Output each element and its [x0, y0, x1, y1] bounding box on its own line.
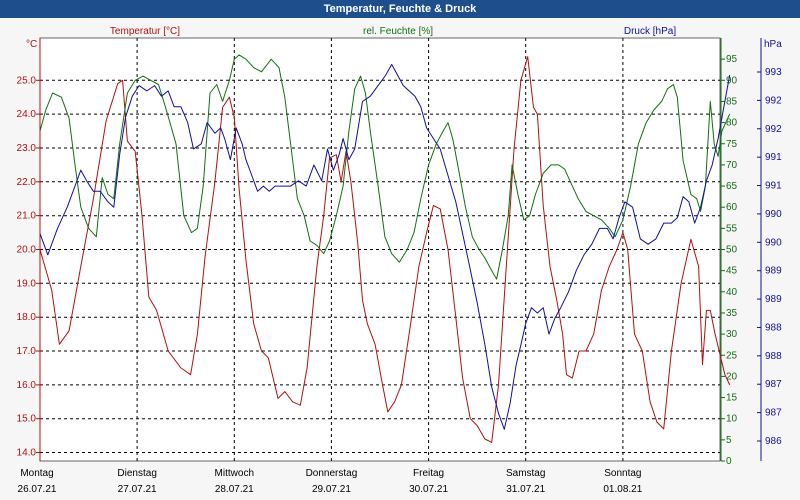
pressure-tick-label: 987	[765, 408, 782, 419]
humidity-tick-label: 45	[726, 266, 738, 277]
temperature-line	[39, 56, 731, 443]
humidity-tick-label: 5	[726, 435, 732, 446]
humidity-tick-label: 20	[726, 371, 738, 382]
humidity-tick-label: 0	[726, 456, 732, 467]
humidity-tick-label: 35	[726, 308, 738, 319]
pressure-tick-label: 991	[765, 152, 782, 163]
pressure-tick-label: 988	[765, 351, 782, 362]
day-weekday-label: Freitag	[413, 468, 444, 479]
pressure-unit: hPa	[764, 39, 782, 50]
pressure-tick-label: 986	[765, 436, 782, 447]
pressure-tick-label: 989	[765, 266, 782, 277]
temperature-tick-label: 19.0	[17, 278, 37, 289]
temperature-tick-label: 21.0	[17, 211, 37, 222]
humidity-axis: 0 5 10 15 20 25 30 35 40 45 50 55 60 65 70 75 80 85 90 95	[721, 54, 738, 467]
chart-grid	[40, 38, 720, 461]
chart-series	[39, 54, 731, 443]
pressure-tick-label: 990	[765, 209, 782, 220]
temperature-axis-title: Temperatur [°C]	[110, 26, 180, 37]
humidity-tick-label: 55	[726, 223, 738, 234]
humidity-line	[39, 54, 731, 280]
day-date-label: 01.08.21	[603, 484, 642, 495]
day-weekday-label: Dienstag	[117, 468, 156, 479]
temperature-unit: °C	[26, 39, 37, 50]
temperature-axis: 14.0 15.0 16.0 17.0 18.0 19.0 20.0 21.0 22.0 23.0…	[17, 75, 40, 459]
humidity-tick-label: 70	[726, 160, 738, 171]
humidity-tick-label: 85	[726, 96, 738, 107]
pressure-tick-label: 989	[765, 294, 782, 305]
pressure-tick-label: 992	[765, 124, 782, 135]
temperature-tick-label: 15.0	[17, 414, 37, 425]
pressure-axis: 993 992 992 991 991 990 990 989 989 988 988 987 987 9…	[757, 67, 782, 447]
humidity-tick-label: 95	[726, 54, 738, 65]
pressure-axis-title: Druck [hPa]	[624, 26, 676, 37]
humidity-tick-label: 25	[726, 350, 738, 361]
day-weekday-label: Samstag	[506, 468, 545, 479]
day-date-label: 31.07.21	[506, 484, 545, 495]
day-weekday-label: Mittwoch	[215, 468, 254, 479]
humidity-tick-label: 60	[726, 202, 738, 213]
temperature-tick-label: 23.0	[17, 143, 37, 154]
pressure-line	[39, 63, 731, 430]
temperature-tick-label: 20.0	[17, 245, 37, 256]
pressure-tick-label: 988	[765, 322, 782, 333]
pressure-tick-label: 991	[765, 181, 782, 192]
humidity-tick-label: 90	[726, 75, 738, 86]
pressure-tick-label: 990	[765, 237, 782, 248]
temperature-tick-label: 18.0	[17, 312, 37, 323]
day-date-label: 26.07.21	[18, 484, 57, 495]
window-title: Temperatur, Feuchte & Druck	[0, 0, 800, 18]
day-weekday-label: Sonntag	[604, 468, 641, 479]
humidity-tick-label: 50	[726, 245, 738, 256]
pressure-tick-label: 993	[765, 67, 782, 78]
humidity-tick-label: 75	[726, 139, 738, 150]
day-date-label: 27.07.21	[118, 484, 157, 495]
day-weekday-label: Donnerstag	[306, 468, 358, 479]
day-date-label: 28.07.21	[215, 484, 254, 495]
temperature-tick-label: 22.0	[17, 177, 37, 188]
day-date-label: 30.07.21	[409, 484, 448, 495]
day-weekday-label: Montag	[20, 468, 53, 479]
humidity-tick-label: 15	[726, 393, 738, 404]
pressure-tick-label: 987	[765, 379, 782, 390]
humidity-tick-label: 80	[726, 118, 738, 129]
humidity-tick-label: 10	[726, 414, 738, 425]
humidity-tick-label: 65	[726, 181, 738, 192]
temperature-tick-label: 16.0	[17, 380, 37, 391]
temperature-tick-label: 25.0	[17, 75, 37, 86]
day-date-label: 29.07.21	[312, 484, 351, 495]
temperature-tick-label: 14.0	[17, 448, 37, 459]
time-axis: Montag 26.07.21 Dienstag 27.07.21 Mittwoch 28…	[18, 468, 643, 495]
humidity-axis-title: rel. Feuchte [%]	[363, 26, 433, 37]
humidity-tick-label: 40	[726, 287, 738, 298]
humidity-tick-label: 30	[726, 329, 738, 340]
temperature-tick-label: 17.0	[17, 346, 37, 357]
pressure-tick-label: 992	[765, 95, 782, 106]
temperature-tick-label: 24.0	[17, 109, 37, 120]
